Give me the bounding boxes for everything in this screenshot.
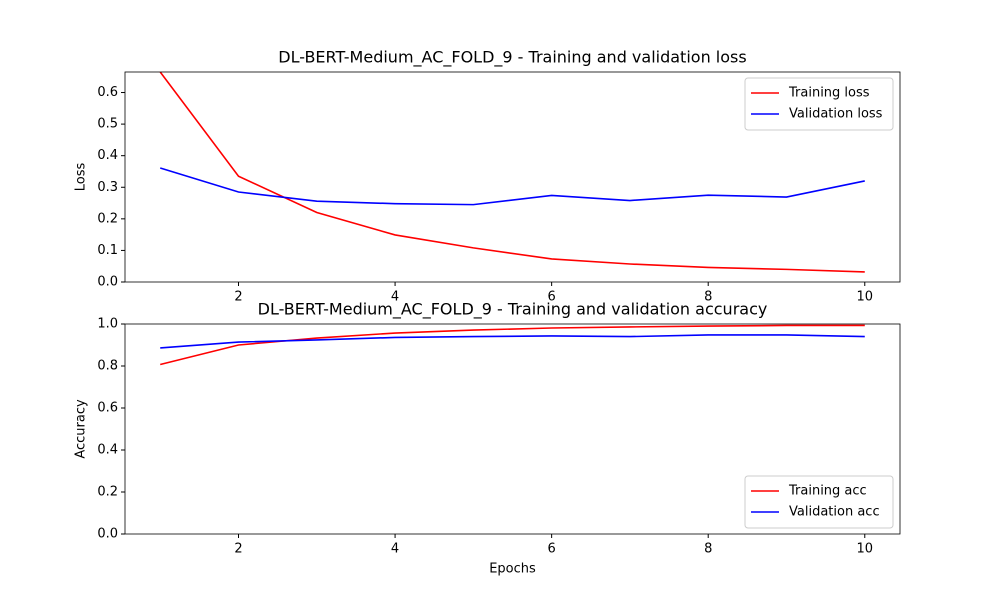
y-tick-label: 0.0 bbox=[97, 527, 118, 542]
y-tick-label: 0.2 bbox=[97, 211, 118, 226]
legend-label: Training loss bbox=[788, 86, 870, 101]
y-tick-label: 0.3 bbox=[97, 180, 118, 195]
x-tick-label: 8 bbox=[704, 542, 712, 557]
axes-frame bbox=[124, 71, 901, 283]
x-tick-label: 10 bbox=[856, 290, 873, 305]
x-tick-label: 2 bbox=[234, 542, 242, 557]
y-axis-label: Loss bbox=[74, 163, 89, 192]
x-tick-label: 4 bbox=[391, 542, 399, 557]
series-line bbox=[159, 72, 865, 273]
x-tick-label: 8 bbox=[704, 290, 712, 305]
y-tick-label: 0.0 bbox=[97, 275, 118, 290]
series-line bbox=[160, 334, 865, 349]
x-tick-label: 6 bbox=[548, 542, 556, 557]
y-axis-label: Accuracy bbox=[74, 399, 89, 459]
legend-label: Validation acc bbox=[789, 505, 880, 520]
y-tick-label: 0.6 bbox=[97, 401, 118, 416]
chart-title: DL-BERT-Medium_AC_FOLD_9 - Training and … bbox=[278, 48, 746, 68]
y-tick-label: 0.8 bbox=[97, 359, 118, 374]
x-tick-label: 10 bbox=[856, 542, 873, 557]
x-axis-label: Epochs bbox=[489, 562, 536, 577]
legend-label: Training acc bbox=[788, 484, 867, 499]
x-tick-label: 4 bbox=[391, 290, 399, 305]
y-tick-label: 0.4 bbox=[97, 443, 118, 458]
chart-title: DL-BERT-Medium_AC_FOLD_9 - Training and … bbox=[258, 300, 768, 320]
y-tick-label: 0.5 bbox=[97, 117, 118, 132]
legend-label: Validation loss bbox=[789, 107, 883, 122]
legend-box bbox=[744, 77, 894, 131]
series-line bbox=[159, 167, 865, 206]
y-tick-label: 0.2 bbox=[97, 485, 118, 500]
x-tick-label: 6 bbox=[548, 290, 556, 305]
y-tick-label: 1.0 bbox=[97, 317, 118, 332]
y-tick-label: 0.4 bbox=[97, 148, 118, 163]
legend-box bbox=[744, 475, 894, 529]
series-line bbox=[160, 324, 865, 366]
y-tick-label: 0.6 bbox=[97, 85, 118, 100]
x-tick-label: 2 bbox=[234, 290, 242, 305]
y-tick-label: 0.1 bbox=[97, 243, 118, 258]
axes-frame bbox=[124, 323, 901, 535]
